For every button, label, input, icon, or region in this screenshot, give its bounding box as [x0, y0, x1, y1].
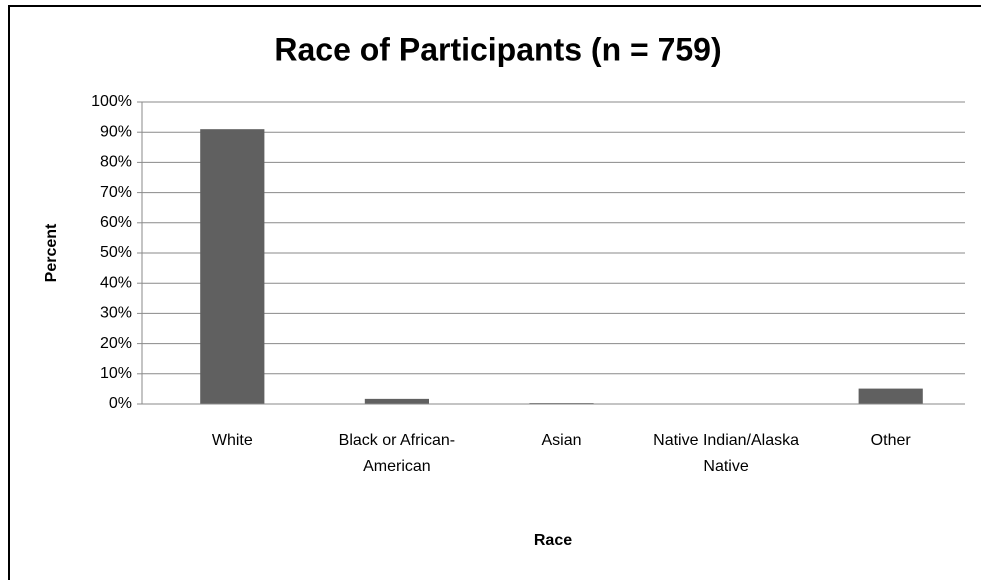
x-axis-label: Race — [534, 532, 572, 549]
y-tick-label: 100% — [91, 93, 132, 110]
y-tick-label: 30% — [100, 305, 132, 322]
bar — [858, 388, 923, 404]
x-tick-label: Black or African-American — [338, 432, 456, 475]
x-tick-label: Native Indian/Alaska Native — [653, 432, 800, 475]
bar — [200, 129, 265, 404]
y-tick-label: 90% — [100, 123, 132, 140]
y-tick-label: 50% — [100, 244, 132, 261]
y-tick-label: 80% — [100, 154, 132, 171]
chart-frame — [8, 5, 981, 580]
chart-title: Race of Participants (n = 759) — [274, 31, 721, 67]
y-tick-label: 60% — [100, 214, 132, 231]
x-tick-label: Asian — [541, 432, 582, 449]
y-tick-label: 0% — [109, 395, 132, 412]
y-axis-label: Percent — [43, 223, 60, 282]
x-tick-label: White — [211, 432, 253, 449]
y-tick-label: 20% — [100, 335, 132, 352]
y-tick-label: 10% — [100, 365, 132, 382]
bar — [364, 398, 429, 404]
y-tick-label: 40% — [100, 274, 132, 291]
y-tick-label: 70% — [100, 184, 132, 201]
x-tick-label: Other — [870, 432, 911, 449]
